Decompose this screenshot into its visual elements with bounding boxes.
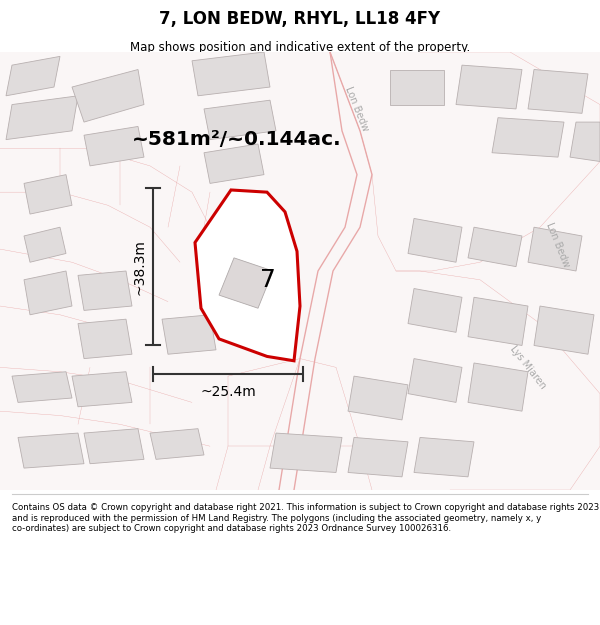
Polygon shape <box>204 100 276 139</box>
Polygon shape <box>78 319 132 359</box>
Polygon shape <box>24 228 66 262</box>
Polygon shape <box>12 372 72 402</box>
Polygon shape <box>408 359 462 403</box>
Polygon shape <box>195 190 300 361</box>
Text: ~581m²/~0.144ac.: ~581m²/~0.144ac. <box>132 130 341 149</box>
Text: ~25.4m: ~25.4m <box>200 386 256 399</box>
Polygon shape <box>18 433 84 468</box>
Polygon shape <box>408 289 462 332</box>
Polygon shape <box>72 372 132 407</box>
Polygon shape <box>0 52 600 490</box>
Text: Lys Miaren: Lys Miaren <box>508 344 548 391</box>
Polygon shape <box>408 219 462 262</box>
Polygon shape <box>348 438 408 477</box>
Polygon shape <box>270 433 342 472</box>
Text: Map shows position and indicative extent of the property.: Map shows position and indicative extent… <box>130 41 470 54</box>
Polygon shape <box>6 56 60 96</box>
Polygon shape <box>72 69 144 122</box>
Polygon shape <box>528 69 588 113</box>
Polygon shape <box>414 438 474 477</box>
Text: 7: 7 <box>260 268 275 292</box>
Polygon shape <box>84 429 144 464</box>
Polygon shape <box>24 271 72 315</box>
Polygon shape <box>219 258 273 308</box>
Polygon shape <box>456 65 522 109</box>
Polygon shape <box>6 96 78 139</box>
Polygon shape <box>468 228 522 267</box>
Polygon shape <box>534 306 594 354</box>
Text: Lon Bedw: Lon Bedw <box>343 85 371 133</box>
Text: 7, LON BEDW, RHYL, LL18 4FY: 7, LON BEDW, RHYL, LL18 4FY <box>160 11 440 28</box>
Polygon shape <box>528 228 582 271</box>
Polygon shape <box>84 126 144 166</box>
Polygon shape <box>570 122 600 161</box>
Polygon shape <box>24 174 72 214</box>
Polygon shape <box>468 363 528 411</box>
Polygon shape <box>390 69 444 104</box>
Polygon shape <box>468 298 528 346</box>
Polygon shape <box>150 429 204 459</box>
Polygon shape <box>492 118 564 157</box>
Text: ~38.3m: ~38.3m <box>133 239 147 294</box>
Text: Contains OS data © Crown copyright and database right 2021. This information is : Contains OS data © Crown copyright and d… <box>12 504 599 533</box>
Polygon shape <box>192 52 270 96</box>
Polygon shape <box>348 376 408 420</box>
Polygon shape <box>78 271 132 311</box>
Text: Lon Bedw: Lon Bedw <box>544 221 572 269</box>
Polygon shape <box>204 144 264 183</box>
Polygon shape <box>162 315 216 354</box>
